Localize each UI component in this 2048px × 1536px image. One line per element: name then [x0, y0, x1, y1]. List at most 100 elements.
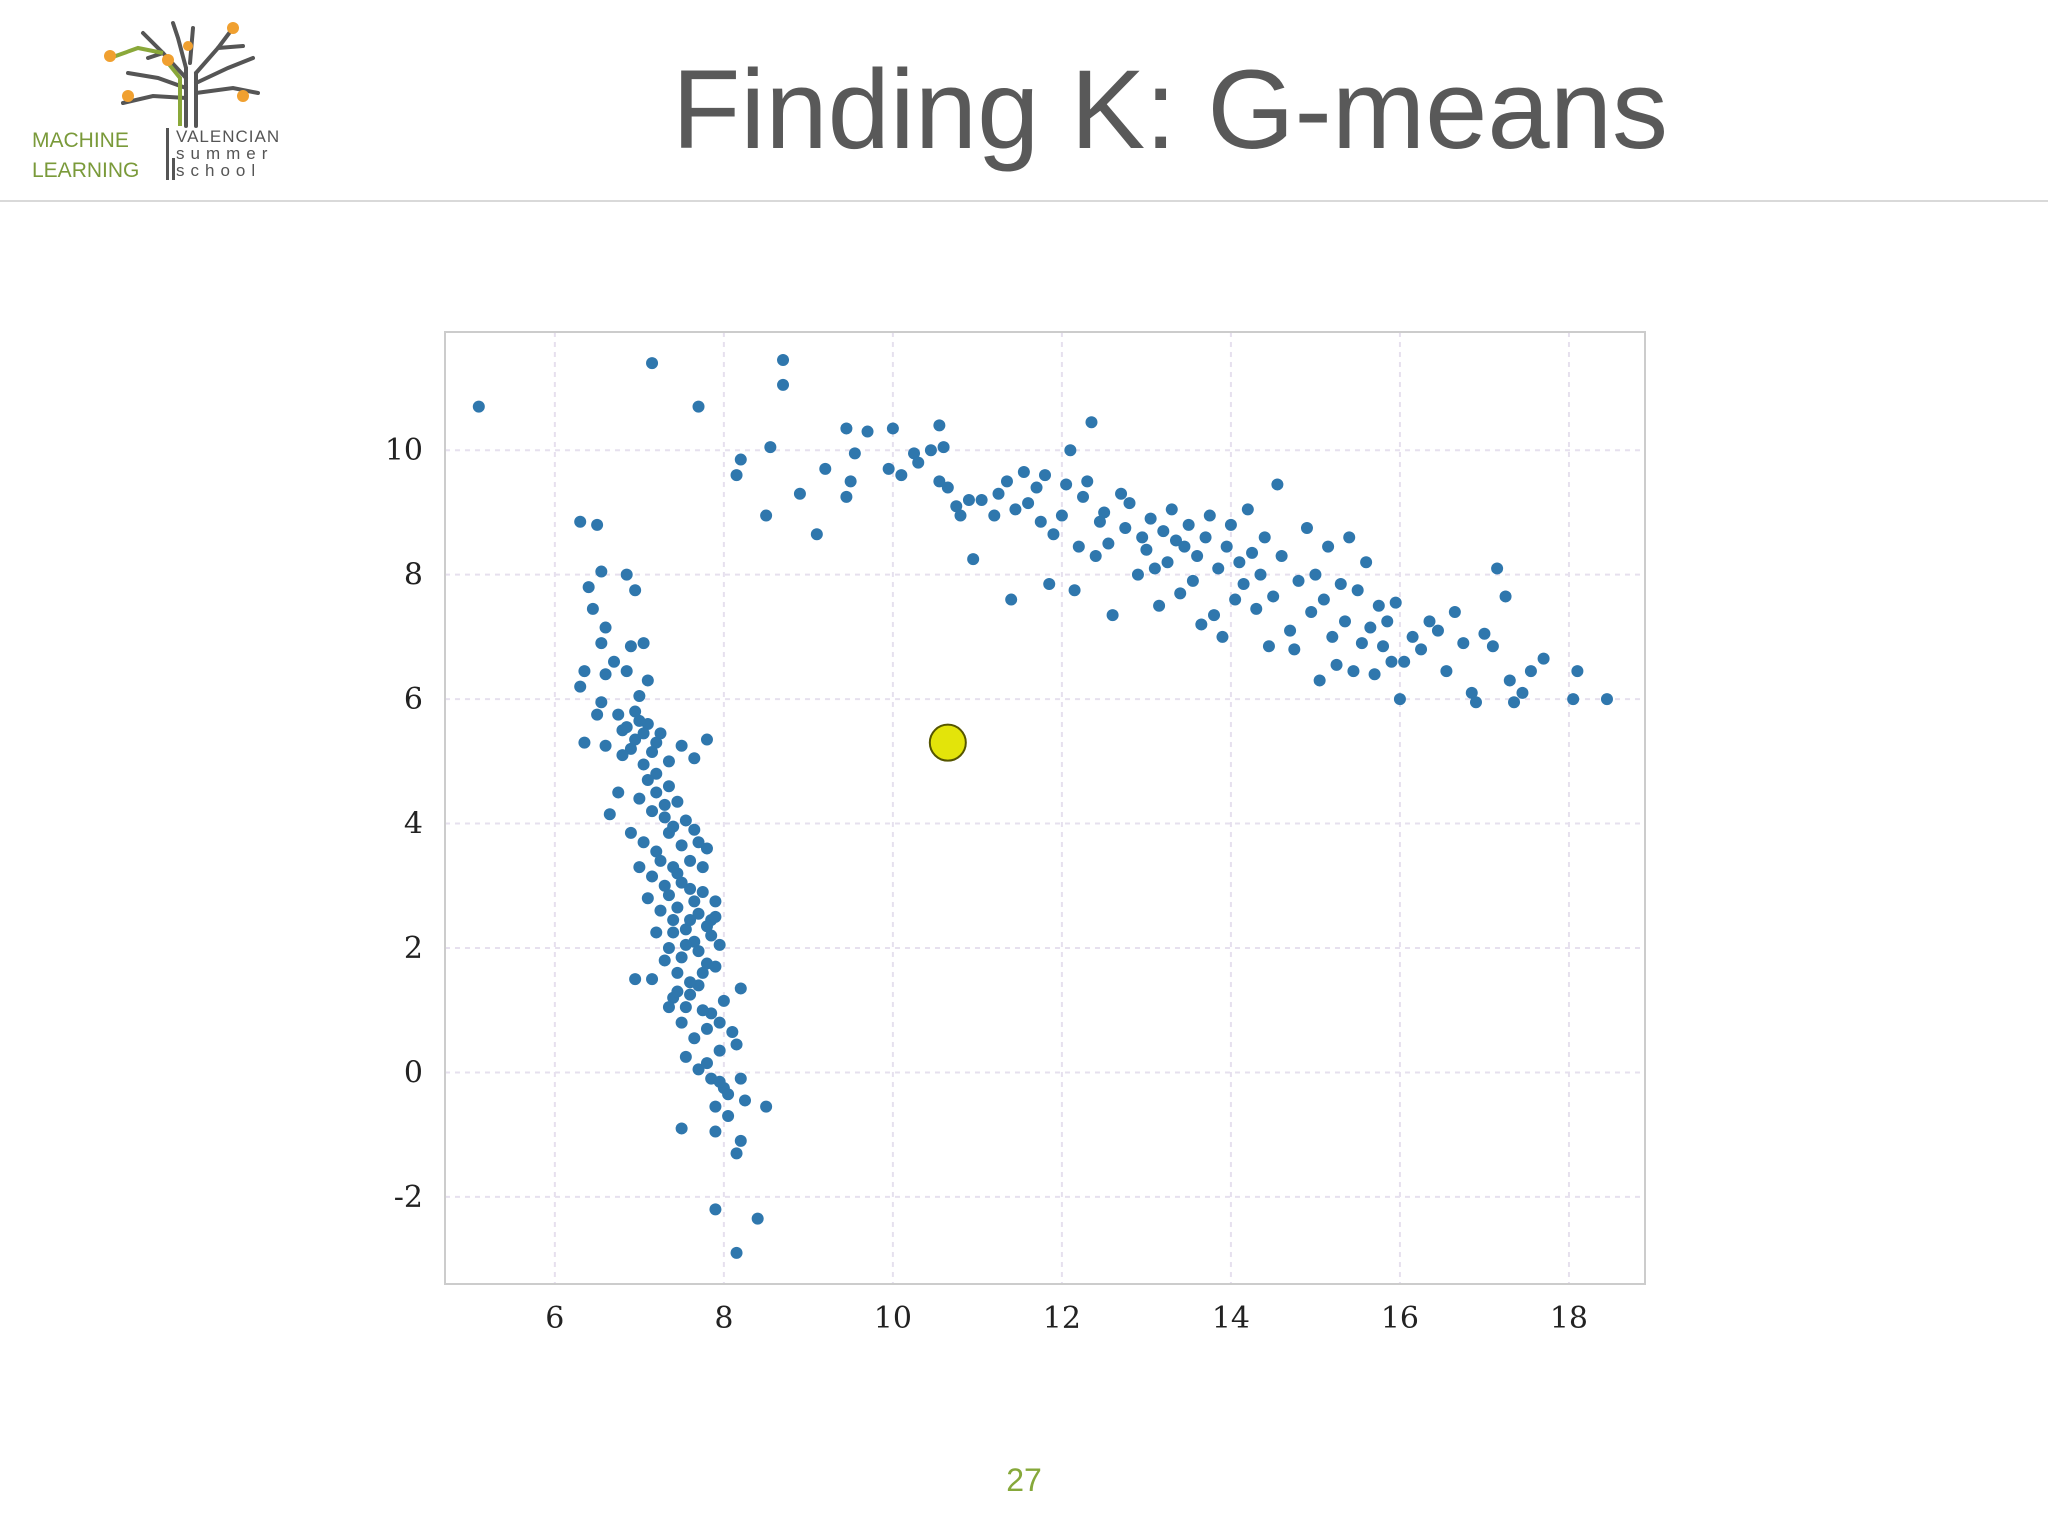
data-point [675, 951, 688, 964]
data-point [1233, 556, 1246, 569]
x-tick-label: 16 [1381, 1301, 1419, 1336]
data-point [688, 1032, 701, 1045]
data-point [646, 805, 659, 818]
data-point [962, 494, 975, 506]
school-logo: MACHINE LEARNING VALENCIAN summer school [28, 18, 298, 188]
logo-summer: summer [176, 144, 274, 163]
data-point [1186, 574, 1199, 587]
data-point [713, 938, 726, 951]
data-point [696, 861, 709, 874]
y-tick-label: 4 [404, 807, 423, 842]
data-point [641, 774, 654, 786]
data-point [1203, 509, 1216, 522]
data-point [646, 746, 659, 758]
data-point [760, 1100, 773, 1113]
data-point [1191, 550, 1204, 562]
data-point [793, 487, 806, 500]
data-point [1241, 503, 1254, 516]
data-point [1072, 540, 1085, 553]
data-point [1271, 478, 1284, 491]
data-point [1381, 615, 1394, 628]
data-point [1212, 562, 1225, 575]
data-point [1393, 693, 1406, 706]
data-point [1060, 478, 1073, 491]
data-point [629, 973, 642, 986]
data-point [1085, 416, 1098, 429]
data-points [472, 354, 1613, 1259]
data-point [624, 742, 637, 755]
tree-logo-icon [104, 21, 260, 128]
data-point [1351, 584, 1364, 597]
data-point [1571, 665, 1584, 678]
data-point [612, 708, 625, 721]
data-point [1360, 556, 1373, 569]
data-point [1372, 599, 1385, 612]
data-point [840, 490, 853, 503]
data-point [1039, 469, 1051, 482]
data-point [654, 854, 667, 867]
data-point [810, 528, 823, 541]
data-point [1246, 546, 1259, 559]
logo-text-machine-learning: MACHINE LEARNING [32, 126, 162, 186]
data-point [1195, 618, 1208, 631]
data-point [633, 792, 646, 805]
data-point [1288, 643, 1301, 656]
data-point [595, 637, 608, 650]
data-point [1326, 630, 1339, 643]
data-point [1398, 655, 1411, 668]
page-number: 27 [1006, 1462, 1042, 1498]
data-point [671, 985, 684, 998]
data-point [1237, 578, 1250, 590]
data-point [1254, 568, 1267, 581]
data-point [667, 914, 680, 926]
data-point [726, 1026, 739, 1038]
logo-school: school [176, 161, 262, 180]
data-point [574, 680, 587, 693]
data-point [679, 938, 692, 951]
data-point [730, 1147, 743, 1160]
data-point [696, 1004, 709, 1017]
data-point [717, 994, 730, 1007]
data-point [1064, 444, 1077, 457]
data-point [684, 882, 697, 895]
y-tick-label: 0 [404, 1055, 423, 1090]
data-point [667, 861, 680, 874]
cluster-center-point [928, 723, 967, 762]
data-point [1567, 693, 1580, 706]
data-point [844, 475, 857, 488]
data-point [654, 727, 667, 740]
data-point [1148, 562, 1161, 575]
data-point [882, 462, 895, 475]
data-point [1131, 568, 1144, 581]
data-point [629, 705, 642, 718]
y-tick-label: 8 [404, 558, 423, 593]
data-point [1055, 509, 1068, 522]
cluster-centers [928, 723, 967, 762]
data-point [633, 714, 646, 727]
data-point [734, 1072, 747, 1085]
data-point [700, 842, 713, 855]
data-point [1098, 506, 1111, 519]
data-point [1106, 609, 1119, 622]
data-point [679, 814, 692, 827]
data-point [1182, 518, 1195, 531]
data-point [1208, 609, 1221, 622]
data-point [671, 966, 684, 979]
logo-learning: LEARNING [32, 159, 140, 182]
x-tick-label: 12 [1043, 1301, 1081, 1336]
data-point [1224, 518, 1237, 531]
data-point [937, 441, 950, 454]
data-point [1022, 497, 1035, 510]
data-point [1334, 578, 1347, 590]
data-point [662, 780, 675, 793]
data-point [679, 923, 692, 936]
data-point [595, 696, 608, 709]
data-point [650, 767, 663, 780]
data-point [675, 876, 688, 889]
data-point [637, 758, 650, 771]
slide-header: MACHINE LEARNING VALENCIAN summer school… [0, 0, 2048, 202]
data-point [1423, 615, 1436, 628]
data-point [722, 1088, 735, 1101]
data-point [595, 565, 608, 578]
data-point [1267, 590, 1280, 603]
